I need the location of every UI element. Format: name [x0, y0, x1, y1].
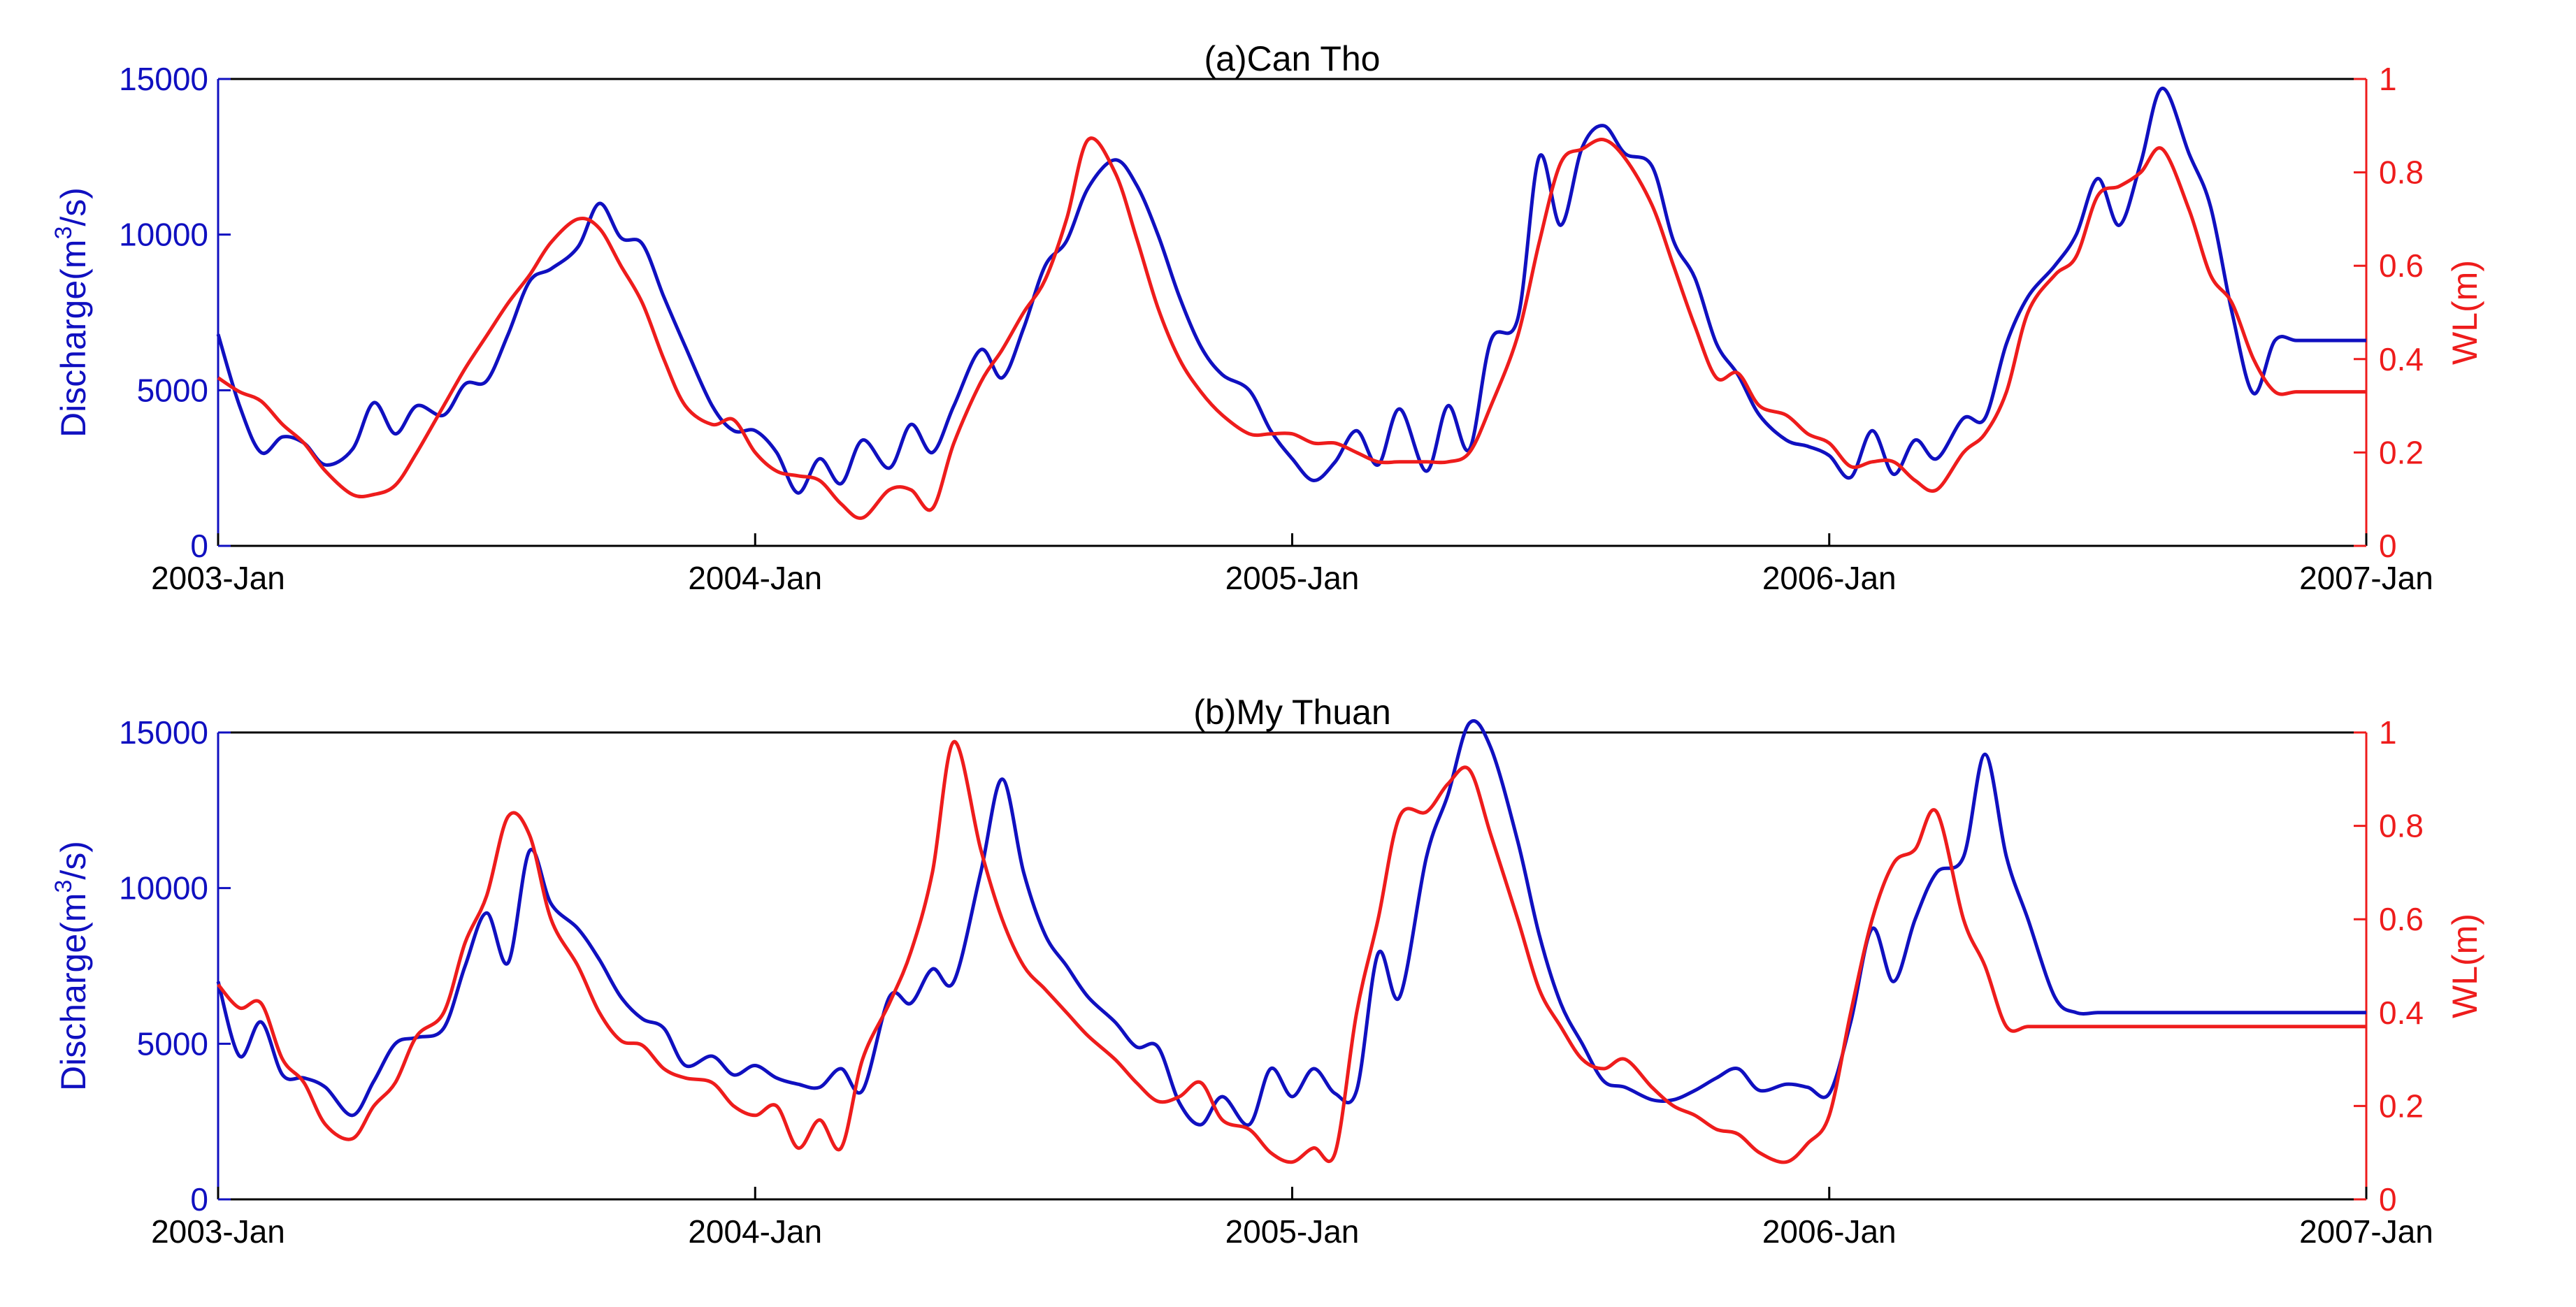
left-tick-label: 5000 [137, 1025, 208, 1062]
right-tick-label: 0.8 [2379, 154, 2424, 191]
left-axis-label-prefix: Discharge(m [54, 893, 93, 1091]
right-tick-label: 0.6 [2379, 901, 2424, 937]
x-tick-label: 2004-Jan [688, 1213, 822, 1250]
left-axis-label-suffix: /s) [54, 187, 93, 226]
right-tick-label: 0.2 [2379, 1088, 2424, 1124]
right-tick-label: 0 [2379, 528, 2397, 564]
right-tick-label: 0 [2379, 1181, 2397, 1218]
discharge-series-line [216, 719, 2366, 1127]
right-axis-label: WL(m) [2445, 914, 2484, 1018]
x-tick-label: 2003-Jan [151, 1213, 285, 1250]
panel-a: (a)Can Tho 2003-Jan 2004-Jan 2005-Jan 2006-J… [50, 39, 2484, 596]
left-tick-label: 10000 [119, 870, 208, 907]
right-tick-label: 1 [2379, 714, 2397, 751]
x-tick-label: 2003-Jan [151, 560, 285, 596]
left-axis-label: Discharge(m3/s) [50, 841, 93, 1091]
x-tick-label: 2006-Jan [1762, 560, 1897, 596]
left-axis-label-sup: 3 [50, 880, 77, 893]
left-tick-label: 0 [190, 1181, 208, 1218]
chart-title: (a)Can Tho [1204, 39, 1381, 78]
right-tick-label: 0.6 [2379, 247, 2424, 284]
left-tick-label: 5000 [137, 372, 208, 408]
left-tick-label: 0 [190, 528, 208, 564]
right-tick-label: 0.4 [2379, 341, 2424, 377]
left-axis-label-prefix: Discharge(m [54, 240, 93, 438]
discharge-series-line [216, 86, 2366, 495]
right-tick-label: 0.2 [2379, 434, 2424, 470]
x-tick-label: 2007-Jan [2299, 560, 2433, 596]
chart-title: (b)My Thuan [1193, 693, 1391, 732]
x-tick-label: 2006-Jan [1762, 1213, 1897, 1250]
left-axis-label-sup: 3 [50, 226, 77, 240]
left-tick-label: 15000 [119, 714, 208, 751]
wl-series-line [217, 739, 2366, 1164]
right-tick-label: 0.4 [2379, 995, 2424, 1031]
panel-b: (b)My Thuan 2003-Jan 2004-Jan 2005-Jan 2006-… [50, 693, 2484, 1250]
x-tick-label: 2005-Jan [1225, 560, 1360, 596]
left-tick-label: 15000 [119, 61, 208, 97]
right-tick-label: 1 [2379, 61, 2397, 97]
wl-series-line [217, 136, 2366, 520]
x-tick-label: 2007-Jan [2299, 1213, 2433, 1250]
right-axis-label: WL(m) [2445, 260, 2484, 365]
right-tick-label: 0.8 [2379, 808, 2424, 844]
left-axis-label-suffix: /s) [54, 841, 93, 880]
left-tick-label: 10000 [119, 217, 208, 253]
left-axis-label: Discharge(m3/s) [50, 187, 93, 438]
x-tick-label: 2005-Jan [1225, 1213, 1360, 1250]
x-tick-label: 2004-Jan [688, 560, 822, 596]
